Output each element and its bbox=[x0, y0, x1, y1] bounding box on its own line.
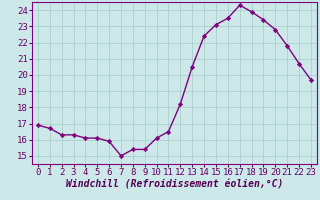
X-axis label: Windchill (Refroidissement éolien,°C): Windchill (Refroidissement éolien,°C) bbox=[66, 180, 283, 190]
